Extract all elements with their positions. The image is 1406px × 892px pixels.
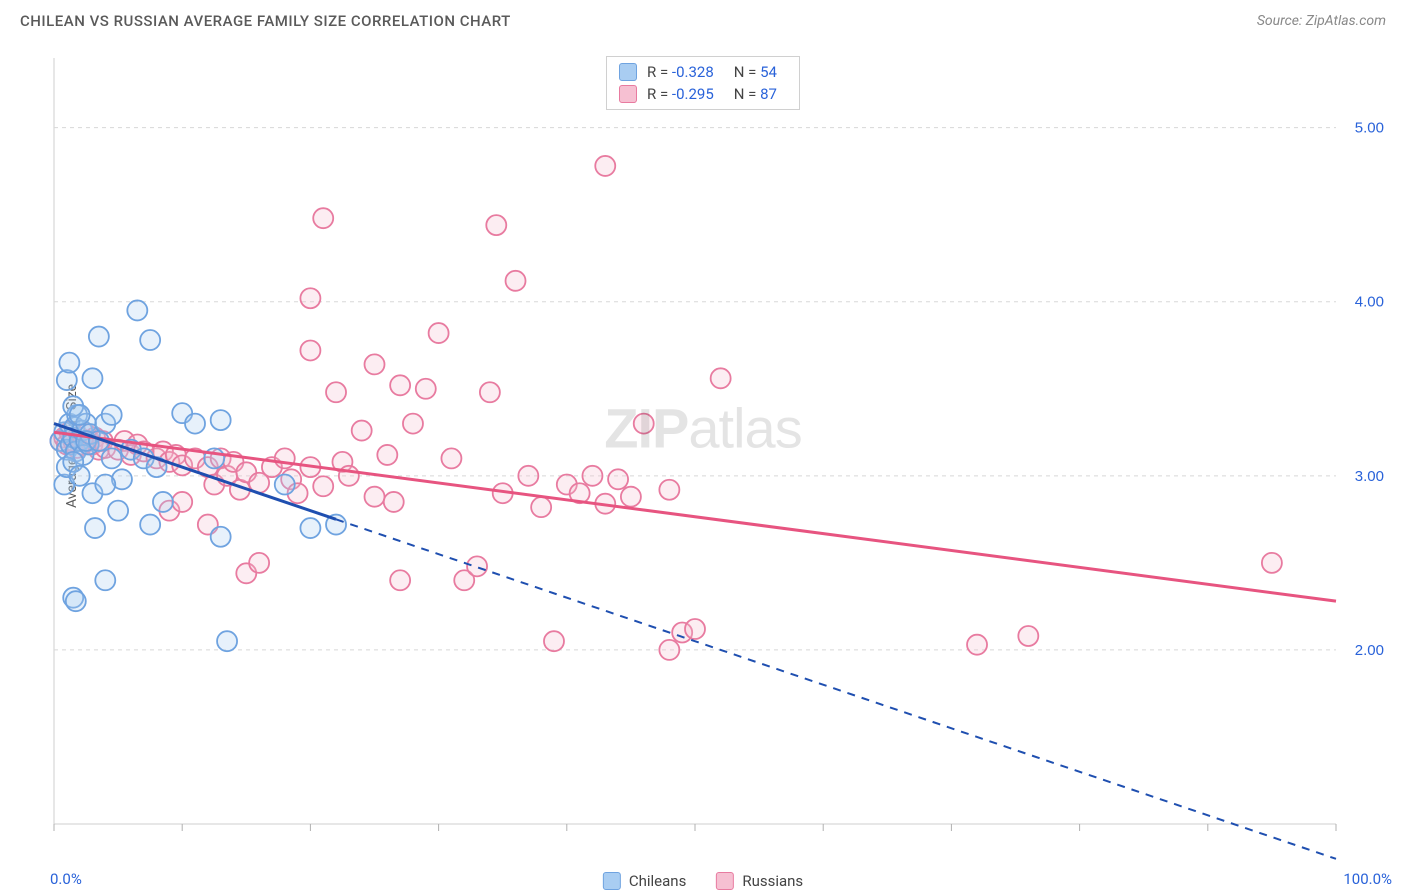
russians-legend-swatch-icon — [716, 872, 734, 890]
source-attribution: Source: ZipAtlas.com — [1257, 13, 1386, 29]
svg-text:5.00: 5.00 — [1355, 120, 1384, 137]
chileans-r-value: -0.328 — [672, 63, 714, 81]
legend-item-russians: Russians — [716, 872, 803, 890]
chileans-n-value: 54 — [760, 63, 777, 81]
russians-r-value: -0.295 — [672, 85, 714, 103]
svg-text:4.00: 4.00 — [1355, 294, 1384, 311]
svg-text:2.00: 2.00 — [1355, 642, 1384, 659]
x-axis-min-label: 0.0% — [50, 870, 82, 888]
russians-swatch-icon — [619, 85, 637, 103]
legend-item-chileans: Chileans — [603, 872, 686, 890]
scatter-chart-svg: 2.00 3.00 4.00 5.00 — [46, 52, 1396, 862]
stats-row-russians: R = -0.295 N = 87 — [619, 83, 787, 105]
chileans-legend-swatch-icon — [603, 872, 621, 890]
x-axis-max-label: 100.0% — [1343, 870, 1392, 888]
chileans-swatch-icon — [619, 63, 637, 81]
stats-row-chileans: R = -0.328 N = 54 — [619, 61, 787, 83]
series-legend: Chileans Russians — [603, 872, 803, 890]
svg-text:3.00: 3.00 — [1355, 468, 1384, 485]
russians-n-value: 87 — [760, 85, 777, 103]
chileans-legend-label: Chileans — [629, 872, 686, 890]
russians-legend-label: Russians — [742, 872, 803, 890]
stats-legend: R = -0.328 N = 54 R = -0.295 N = 87 — [606, 56, 800, 110]
chart-area: 2.00 3.00 4.00 5.00 — [46, 52, 1396, 862]
chart-title: CHILEAN VS RUSSIAN AVERAGE FAMILY SIZE C… — [20, 12, 511, 30]
